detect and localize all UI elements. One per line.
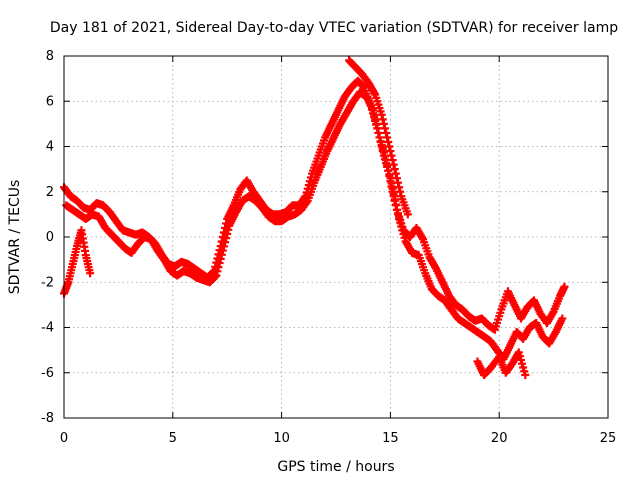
data-point-fill [394,210,403,219]
data-point-fill [315,165,324,174]
data-point-fill [376,107,385,116]
data-points [60,56,569,380]
data-point-fill [387,182,396,191]
data-point-fill [370,88,379,97]
data-point-fill [389,160,398,169]
series-1 [62,88,567,364]
y-tick-label-1: 6 [46,94,54,109]
data-point-fill [217,250,226,259]
x-tick-label-3: 15 [382,431,399,446]
y-tick-label-4: 0 [46,230,54,245]
data-point-fill [211,272,220,281]
data-point-fill [420,266,429,275]
data-point-fill [557,316,566,325]
data-point-fill [322,149,331,158]
data-point-fill [496,308,505,317]
data-point-fill [359,82,368,91]
x-tick-label-1: 5 [169,431,177,446]
x-axis-label: GPS time / hours [277,459,394,475]
data-point-fill [424,250,433,259]
y-axis-label: SDTVAR / TECUs [7,180,23,295]
x-tick-label-2: 10 [273,431,290,446]
data-point-fill [76,228,85,237]
y-tick-label-2: 4 [46,140,54,155]
data-point-fill [309,181,318,190]
data-point-fill [326,122,335,131]
data-point-fill [67,263,76,272]
data-point-fill [63,280,72,289]
data-point-fill [509,298,518,307]
y-tick-label-0: 8 [46,49,54,64]
data-point-fill [431,262,440,271]
y-tick-label-6: -4 [41,321,54,336]
chart-title: Day 181 of 2021, Sidereal Day-to-day VTE… [50,20,618,36]
x-tick-label-4: 20 [491,431,508,446]
data-point-fill [400,233,409,242]
data-point-fill [417,233,426,242]
data-point-fill [383,133,392,142]
data-point-fill [550,329,559,338]
data-point-fill [437,275,446,284]
data-point-fill [555,294,564,303]
data-point-fill [302,198,311,207]
data-point-fill [402,207,411,216]
y-tick-label-7: -6 [41,366,54,381]
data-point-fill [224,225,233,234]
data-point-fill [230,210,239,219]
y-tick-label-8: -8 [41,411,54,426]
data-point-fill [504,343,513,352]
data-point-fill [548,309,557,318]
data-point-fill [72,245,81,254]
series-0 [60,76,569,334]
data-point-fill [81,246,90,255]
data-point-fill [235,188,244,197]
data-point-fill [520,367,529,376]
data-point-fill [320,136,329,145]
x-tick-label-5: 25 [600,431,617,446]
y-tick-label-3: 2 [46,185,54,200]
series-2 [60,56,530,380]
data-point-fill [374,128,383,137]
plot-frame [63,55,609,419]
data-point-fill [559,284,568,293]
data-point-fill [367,104,376,113]
data-point-fill [333,108,342,117]
x-tick-label-0: 0 [60,431,68,446]
data-point-fill [85,266,94,275]
y-tick-label-5: -2 [41,275,54,290]
data-point-fill [328,135,337,144]
data-point-fill [396,187,405,196]
data-point-fill [335,122,344,131]
